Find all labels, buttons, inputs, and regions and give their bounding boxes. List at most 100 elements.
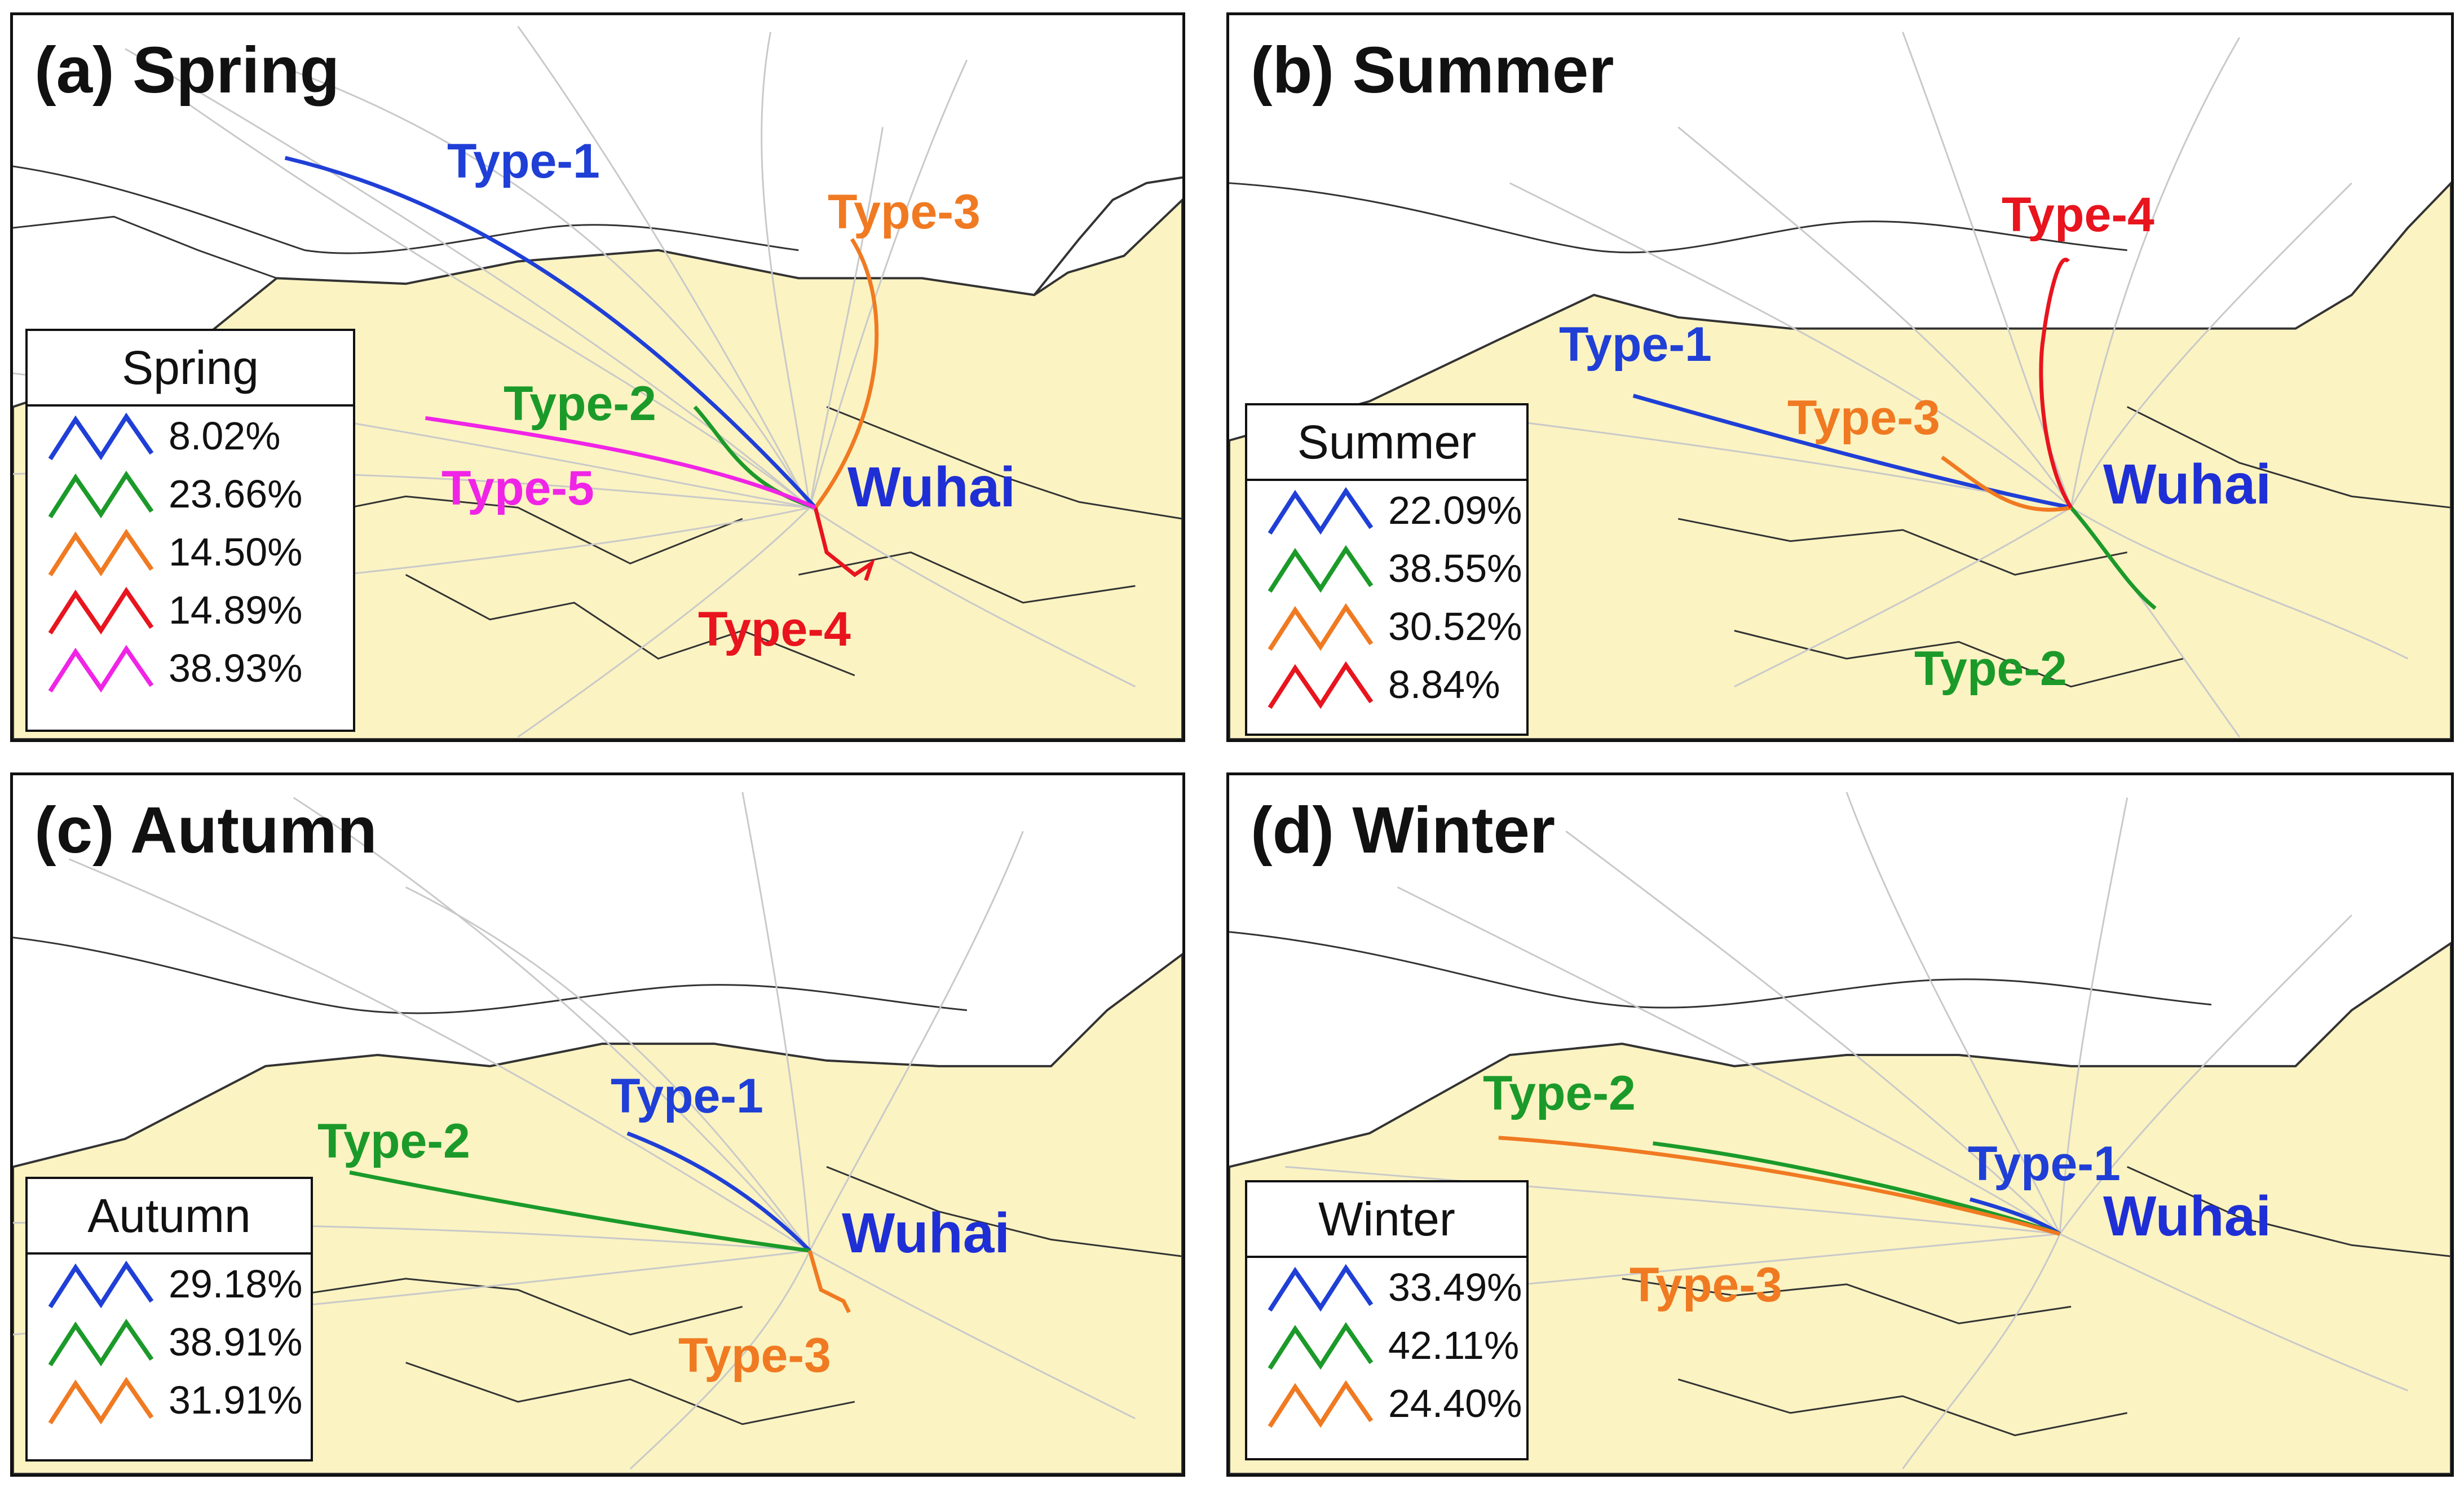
city-label: Wuhai (842, 1202, 1010, 1265)
trajectory-type-3 (1941, 456, 2072, 512)
legend-swatch-icon (48, 1318, 154, 1367)
city-label: Wuhai (2103, 453, 2272, 516)
legend-percent: 38.93% (169, 646, 303, 690)
legend-swatch-icon (1268, 603, 1374, 651)
province-border (405, 573, 855, 677)
legend-row: 38.91% (28, 1313, 311, 1371)
province-border (2126, 406, 2451, 509)
legend-swatch-icon (1268, 1380, 1374, 1428)
legend-title: Autumn (28, 1179, 311, 1255)
legend-row: 38.93% (28, 639, 353, 697)
legend-row: 23.66% (28, 465, 353, 523)
map-summer (1229, 32, 2451, 739)
legend: Summer 22.09% 38.55% 30.52% 8.84% (1245, 403, 1529, 736)
type-2-label: Type-2 (1483, 1066, 1636, 1120)
province-border (1677, 1378, 2127, 1437)
legend-percent: 8.02% (169, 413, 281, 458)
legend-swatch-icon (1268, 1322, 1374, 1370)
legend-percent: 23.66% (169, 471, 303, 516)
province-border (1678, 518, 2127, 576)
border-line (13, 937, 967, 1014)
legend-row: 14.50% (28, 523, 353, 581)
legend-row: 8.02% (28, 407, 353, 465)
background-trajectories (13, 25, 1136, 738)
legend-percent: 30.52% (1388, 604, 1522, 648)
type-trajectories (1632, 258, 2157, 610)
type-1-label: Type-1 (447, 134, 600, 188)
legend-swatch-icon (1268, 545, 1374, 593)
legend-percent: 33.49% (1388, 1265, 1522, 1309)
coast-region (1033, 176, 1182, 296)
legend-percent: 42.11% (1388, 1323, 1520, 1367)
border-line (1229, 931, 2212, 1009)
legend-row: 29.18% (28, 1255, 311, 1313)
type-1-label: Type-1 (1968, 1137, 2121, 1191)
type-5-label: Type-5 (441, 461, 594, 515)
legend-swatch-icon (48, 528, 154, 577)
legend-swatch-icon (1268, 487, 1374, 535)
panel-summer: (b) Summer Type-1 Type-2 Type-3 Type-4 W… (1226, 12, 2454, 742)
province-border (826, 406, 1182, 520)
legend-row: 8.84% (1247, 655, 1526, 713)
trajectory-type-3 (814, 238, 879, 509)
border-line (13, 165, 799, 254)
border-line (13, 215, 277, 279)
city-label: Wuhai (847, 456, 1016, 519)
legend-swatch-icon (48, 470, 154, 519)
province-border (826, 1166, 1182, 1257)
legend-row: 24.40% (1247, 1374, 1526, 1432)
type-trajectories (284, 156, 879, 581)
province-border (1622, 1278, 2072, 1324)
legend: Winter 33.49% 42.11% 24.40% (1245, 1180, 1529, 1460)
type-1-label: Type-1 (1559, 317, 1712, 372)
legend-swatch-icon (1268, 1264, 1374, 1312)
trajectory-type-3 (1498, 1136, 2061, 1236)
legend-row: 22.09% (1247, 481, 1526, 539)
trajectory-type-5 (425, 416, 816, 510)
panel-winter: (d) Winter Type-1 Type-2 Type-3 Wuhai Wi… (1226, 772, 2454, 1477)
panel-autumn: (c) Autumn Type-1 Type-2 Type-3 Wuhai Au… (10, 772, 1185, 1477)
legend-swatch-icon (48, 586, 154, 635)
province-border (798, 551, 1136, 604)
legend-percent: 14.50% (169, 529, 303, 574)
legend-swatch-icon (48, 1376, 154, 1425)
border-line (1229, 182, 2127, 254)
trajectory-type-3 (807, 1250, 851, 1313)
legend-percent: 38.91% (169, 1319, 303, 1364)
trajectory-type-1 (1632, 394, 2072, 510)
trajectory-type-4 (2039, 258, 2073, 509)
legend-title: Winter (1247, 1182, 1526, 1258)
type-4-label: Type-4 (2002, 188, 2154, 242)
legend-percent: 22.09% (1388, 488, 1522, 532)
type-trajectories (349, 1131, 851, 1313)
panel-title: (b) Summer (1251, 33, 1614, 107)
legend-row: 14.89% (28, 581, 353, 639)
city-label: Wuhai (2103, 1185, 2272, 1248)
legend-percent: 29.18% (169, 1261, 303, 1306)
legend: Spring 8.02% 23.66% 14.50% 14.89% 38.93% (25, 329, 355, 732)
type-2-label: Type-2 (504, 377, 656, 431)
trajectory-type-1 (284, 156, 817, 509)
legend-percent: 38.55% (1388, 546, 1522, 590)
legend-swatch-icon (48, 644, 154, 693)
legend-row: 33.49% (1247, 1258, 1526, 1316)
type-2-label: Type-2 (1914, 642, 2067, 696)
province-border (405, 1362, 855, 1425)
trajectory-type-2 (2069, 506, 2157, 610)
legend-swatch-icon (48, 1260, 154, 1309)
panel-title: (c) Autumn (34, 793, 377, 867)
trajectory-type-4 (813, 507, 876, 581)
legend-title: Spring (28, 331, 353, 407)
background-trajectories (1397, 32, 2409, 738)
type-1-label: Type-1 (611, 1069, 763, 1123)
type-3-label: Type-3 (828, 185, 981, 239)
type-3-label: Type-3 (1630, 1258, 1782, 1312)
type-trajectories (1498, 1136, 2061, 1236)
panel-spring: (a) Spring Type-1 Type-2 Type-3 Type-4 T… (10, 12, 1185, 742)
land-area (1229, 942, 2451, 1474)
panel-title: (a) Spring (34, 33, 340, 107)
legend-row: 42.11% (1247, 1316, 1526, 1374)
legend-swatch-icon (1268, 661, 1374, 709)
legend-swatch-icon (48, 412, 154, 461)
legend: Autumn 29.18% 38.91% 31.91% (25, 1177, 313, 1461)
